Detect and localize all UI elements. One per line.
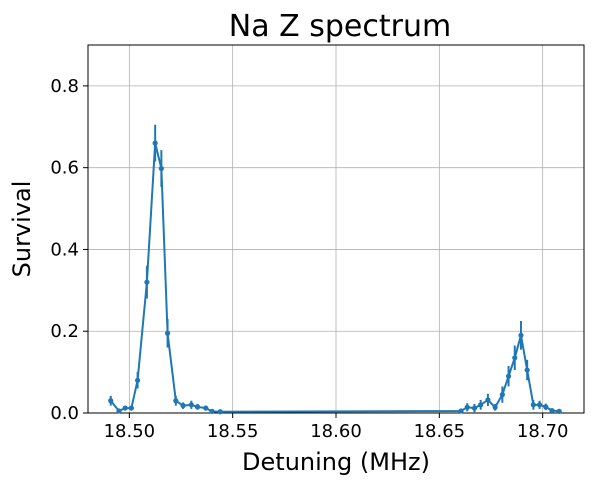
x-tick-label: 18.55 bbox=[207, 421, 259, 442]
data-point bbox=[536, 402, 543, 408]
series-line bbox=[109, 142, 560, 413]
x-tick-label: 18.60 bbox=[310, 421, 362, 442]
data-point bbox=[505, 373, 512, 379]
data-point bbox=[188, 402, 194, 408]
y-axis: 0.0 0.2 0.4 0.6 0.8 bbox=[50, 76, 88, 424]
data-point bbox=[464, 404, 470, 410]
x-axis: 18.50 18.55 18.60 18.65 18.70 bbox=[104, 413, 569, 442]
data-point bbox=[543, 404, 549, 410]
y-tick-label: 0.2 bbox=[50, 321, 79, 342]
y-tick-label: 0.8 bbox=[50, 76, 79, 97]
data-point bbox=[549, 407, 555, 414]
data-point bbox=[173, 398, 179, 404]
data-point bbox=[471, 405, 478, 411]
data-point bbox=[485, 397, 491, 403]
data-point bbox=[499, 392, 505, 398]
data-point bbox=[556, 408, 562, 414]
data-point bbox=[209, 408, 215, 414]
data-point bbox=[217, 409, 223, 415]
data-series bbox=[108, 124, 562, 415]
y-tick-label: 0.0 bbox=[50, 403, 79, 424]
y-tick-label: 0.4 bbox=[50, 239, 79, 260]
x-tick-label: 18.50 bbox=[104, 421, 156, 442]
x-tick-label: 18.70 bbox=[517, 421, 569, 442]
data-point bbox=[180, 403, 186, 409]
x-tick-label: 18.65 bbox=[414, 421, 466, 442]
grid bbox=[88, 45, 584, 414]
data-point bbox=[128, 405, 134, 411]
data-point bbox=[530, 402, 536, 408]
y-tick-label: 0.6 bbox=[50, 158, 79, 179]
data-point bbox=[164, 330, 171, 336]
data-point bbox=[492, 404, 498, 410]
data-point bbox=[135, 377, 141, 383]
data-point bbox=[122, 405, 128, 411]
data-point bbox=[458, 408, 464, 414]
data-point bbox=[152, 140, 158, 146]
chart-title: Na Z spectrum bbox=[229, 9, 451, 44]
data-point bbox=[108, 398, 114, 404]
data-point bbox=[478, 402, 484, 408]
x-axis-label: Detuning (MHz) bbox=[242, 448, 430, 476]
data-point bbox=[203, 405, 209, 411]
data-point bbox=[116, 408, 122, 414]
data-point bbox=[144, 279, 150, 285]
data-point bbox=[158, 165, 164, 172]
data-point bbox=[524, 367, 530, 373]
y-axis-label: Survival bbox=[8, 181, 36, 278]
data-point bbox=[512, 355, 518, 361]
data-point bbox=[194, 404, 201, 410]
data-point bbox=[518, 332, 524, 338]
